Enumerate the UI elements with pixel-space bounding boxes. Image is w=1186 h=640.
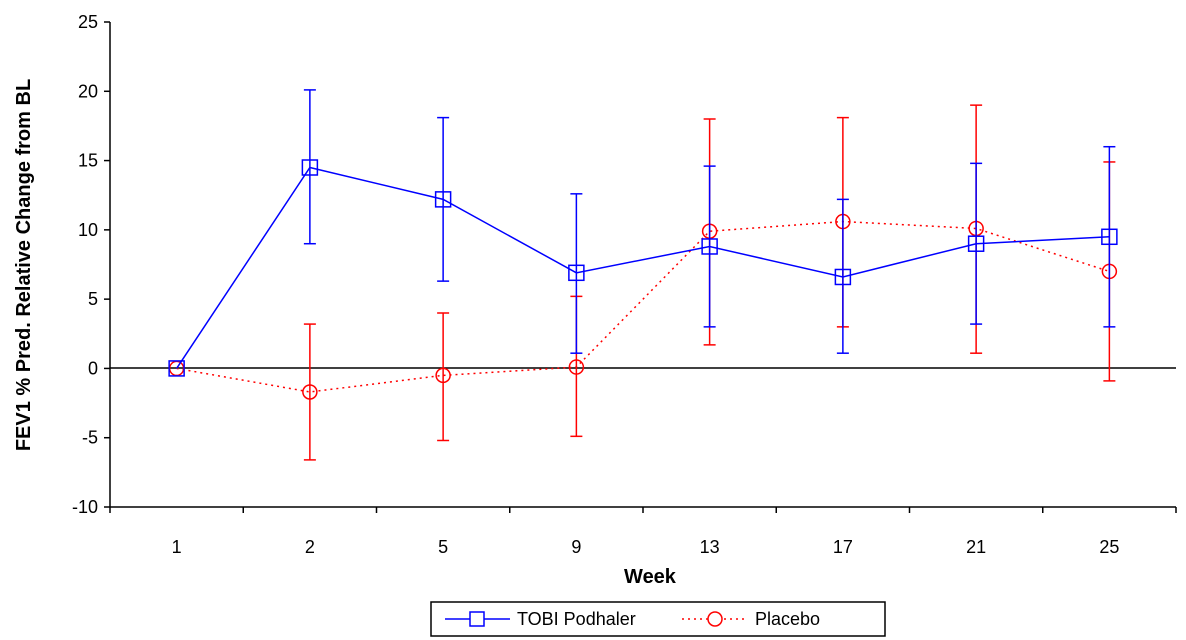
y-axis-title: FEV1 % Pred. Relative Change from BL [13,79,35,451]
y-ticks: 25 20 15 10 5 0 -5 -10 [72,12,110,517]
series-placebo [170,105,1117,460]
legend-marker-tobi [470,612,484,626]
x-ticks: 1 2 5 9 13 17 21 25 [110,507,1176,557]
series-tobi-podhaler [169,90,1117,376]
legend: TOBI Podhaler Placebo [431,602,885,636]
x-tick-label: 25 [1099,537,1119,557]
y-tick-label: 25 [78,12,98,32]
legend-label-tobi: TOBI Podhaler [517,609,636,629]
x-tick-label: 5 [438,537,448,557]
y-tick-label: 20 [78,81,98,101]
x-tick-label: 13 [700,537,720,557]
series-layer [169,90,1117,460]
y-tick-label: 10 [78,220,98,240]
y-tick-label: 5 [88,289,98,309]
y-tick-label: 15 [78,151,98,171]
y-tick-label: -5 [82,428,98,448]
x-tick-label: 17 [833,537,853,557]
y-tick-label: 0 [88,358,98,378]
x-tick-label: 21 [966,537,986,557]
series-line [177,222,1110,392]
x-tick-label: 2 [305,537,315,557]
legend-marker-placebo [708,612,722,626]
x-tick-label: 1 [172,537,182,557]
x-tick-label: 9 [571,537,581,557]
series-line [177,168,1110,369]
axes [110,22,1176,507]
y-tick-label: -10 [72,497,98,517]
legend-label-placebo: Placebo [755,609,820,629]
x-axis-title: Week [624,566,677,588]
